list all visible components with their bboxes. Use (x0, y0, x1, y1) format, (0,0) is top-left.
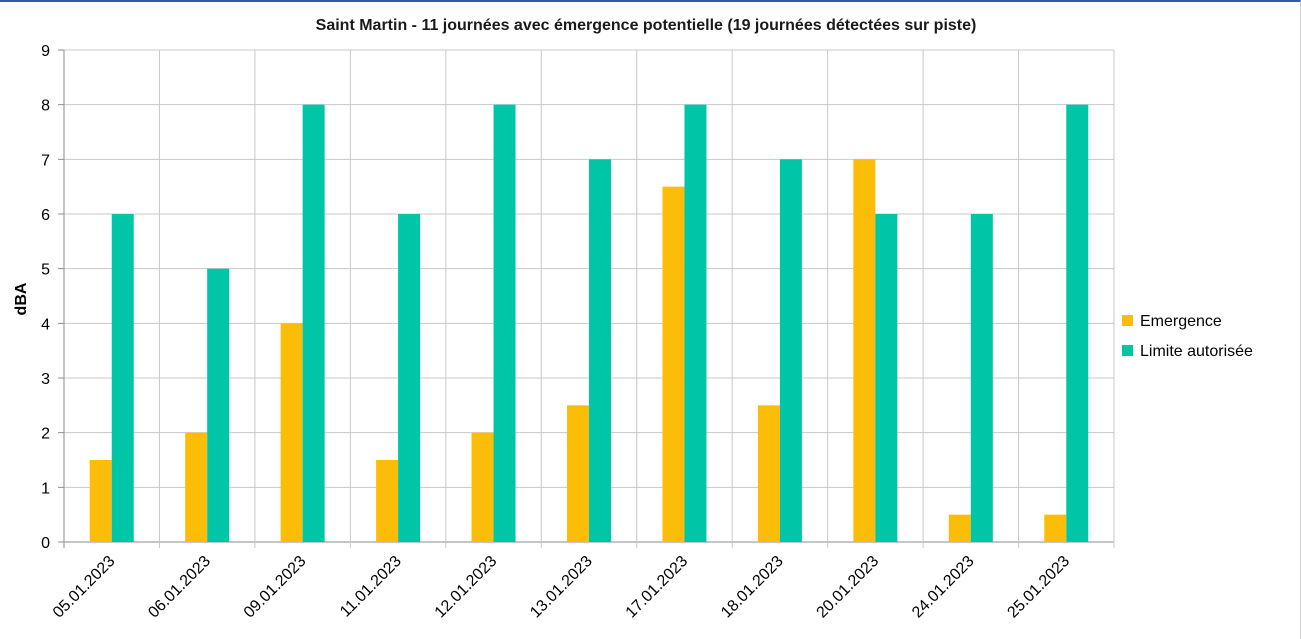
bar-limite-2 (302, 104, 325, 543)
bar-emergence-6 (662, 186, 685, 542)
legend: Emergence Limite autorisée (1122, 313, 1253, 360)
y-tick-label: 4 (41, 316, 50, 333)
bar-limite-1 (207, 268, 230, 542)
bars (89, 104, 1089, 543)
x-tick-label: 11.01.2023 (337, 553, 405, 621)
bar-limite-0 (111, 214, 134, 542)
y-tick-label: 5 (41, 262, 50, 279)
bar-emergence-5 (567, 405, 589, 542)
x-tick-label: 13.01.2023 (527, 553, 596, 622)
legend-swatch (1122, 345, 1133, 356)
x-tick-label: 25.01.2023 (1004, 553, 1073, 622)
legend-swatch (1122, 315, 1133, 326)
x-axis-ticks: 05.01.2023 06.01.2023 09.01.2023 11.01.2023… (50, 553, 1073, 622)
bar-emergence-10 (1044, 514, 1067, 542)
bar-emergence-1 (185, 432, 208, 542)
bar-limite-8 (875, 214, 898, 542)
chart-title: Saint Martin - 11 journées avec émergenc… (316, 17, 977, 34)
y-tick-label: 0 (41, 535, 50, 552)
y-axis-label: dBA (13, 282, 30, 315)
bar-limite-5 (589, 159, 611, 543)
bar-limite-6 (684, 104, 707, 543)
bar-emergence-0 (89, 460, 112, 542)
y-tick-label: 7 (41, 152, 50, 169)
x-tick-label: 24.01.2023 (909, 553, 978, 622)
bar-emergence-7 (757, 405, 780, 542)
bar-emergence-3 (376, 460, 399, 542)
x-tick-label: 12.01.2023 (432, 553, 501, 622)
y-tick-label: 3 (41, 371, 50, 388)
y-tick-label: 2 (41, 426, 50, 443)
bar-limite-3 (398, 214, 421, 542)
x-tick-label: 18.01.2023 (718, 553, 787, 622)
x-tick-label: 17.01.2023 (623, 553, 692, 622)
x-tick-label: 20.01.2023 (814, 553, 883, 622)
bar-emergence-4 (471, 432, 494, 542)
bar-emergence-2 (280, 323, 303, 542)
legend-label: Limite autorisée (1140, 343, 1253, 360)
bar-emergence-9 (948, 514, 971, 542)
bar-limite-7 (779, 159, 802, 543)
x-tick-label: 05.01.2023 (50, 553, 119, 622)
y-tick-label: 8 (41, 98, 50, 115)
x-tick-label: 09.01.2023 (241, 553, 310, 622)
y-tick-label: 6 (41, 207, 50, 224)
bar-limite-9 (970, 214, 993, 542)
y-axis-ticks: 0 1 2 3 4 5 6 7 8 9 (41, 43, 50, 552)
y-tick-label: 9 (41, 43, 50, 60)
bar-emergence-8 (853, 159, 876, 543)
y-tick-label: 1 (41, 480, 50, 497)
x-tick-label: 06.01.2023 (145, 553, 214, 622)
bar-limite-10 (1066, 104, 1089, 543)
bar-limite-4 (493, 104, 516, 543)
legend-label: Emergence (1140, 313, 1222, 330)
